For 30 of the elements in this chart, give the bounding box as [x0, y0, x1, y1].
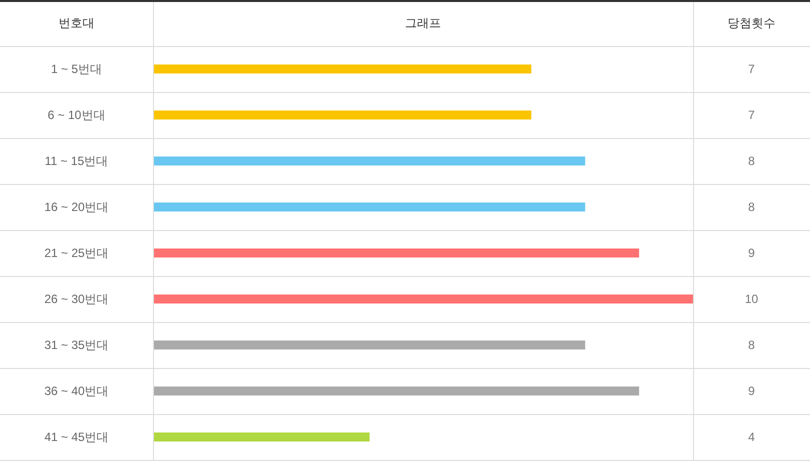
- y-axis-title: 번호대: [58, 16, 94, 30]
- bar: [154, 248, 640, 258]
- y-tick-label: 16 ~ 20번대: [44, 200, 109, 214]
- bar: [154, 340, 586, 350]
- data-label: 9: [748, 384, 756, 398]
- data-label: 8: [748, 200, 756, 214]
- y-tick-label: 36 ~ 40번대: [44, 384, 109, 398]
- data-label: 10: [744, 292, 758, 306]
- bar: [154, 386, 640, 396]
- bar: [154, 64, 532, 74]
- y-tick-label: 6 ~ 10번대: [48, 108, 106, 122]
- data-label: 4: [748, 430, 756, 444]
- y-tick-label: 11 ~ 15번대: [44, 154, 108, 168]
- y-tick-label: 31 ~ 35번대: [44, 338, 109, 352]
- bar: [154, 202, 586, 212]
- data-label: 9: [748, 246, 756, 260]
- x-axis-title: 그래프: [405, 16, 441, 30]
- data-label: 8: [748, 154, 756, 168]
- data-label: 7: [748, 108, 756, 122]
- y-tick-label: 1 ~ 5번대: [50, 62, 102, 76]
- y-tick-label: 21 ~ 25번대: [44, 246, 109, 260]
- bar: [154, 110, 532, 120]
- bar: [154, 432, 370, 442]
- data-label: 8: [748, 338, 756, 352]
- bar: [154, 156, 586, 166]
- y-tick-label: 26 ~ 30번대: [44, 292, 109, 306]
- bar: [154, 294, 693, 304]
- y-tick-label: 41 ~ 45번대: [44, 430, 109, 444]
- data-label: 7: [748, 62, 756, 76]
- text: 당첨횟수: [728, 16, 776, 30]
